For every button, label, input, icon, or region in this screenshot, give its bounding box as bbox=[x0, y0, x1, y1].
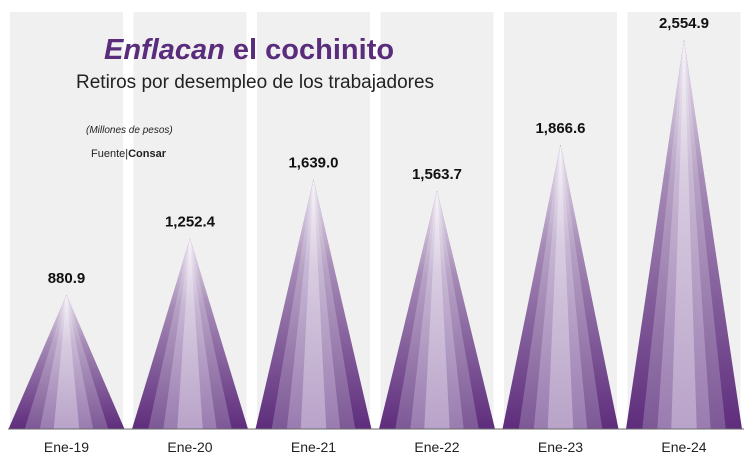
bar bbox=[379, 190, 495, 429]
bar bbox=[8, 294, 125, 429]
chart-title: Enflacan el cochinito bbox=[104, 34, 394, 66]
data-label: 1,563.7 bbox=[412, 166, 462, 183]
source-separator: | bbox=[125, 148, 129, 160]
x-tick-label: Ene-21 bbox=[291, 439, 336, 455]
data-label: 2,554.9 bbox=[659, 15, 709, 32]
units-note: (Millones de pesos) bbox=[86, 125, 173, 136]
data-label: 1,252.4 bbox=[165, 213, 216, 230]
bar bbox=[626, 40, 742, 429]
title-emphasis: Enflacan bbox=[104, 34, 225, 66]
data-labels: 880.9 1,252.4 1,639.0 1,563.7 1,866.6 2,554.9 bbox=[48, 15, 709, 287]
bar bbox=[132, 238, 248, 429]
chart-subtitle: Retiros por desempleo de los trabajadore… bbox=[76, 72, 435, 93]
title-rest: el cochinito bbox=[224, 34, 395, 66]
source-credit: Fuente|Consar bbox=[91, 148, 166, 160]
data-label: 1,639.0 bbox=[288, 154, 338, 171]
x-tick-label: Ene-19 bbox=[44, 439, 89, 455]
x-tick-label: Ene-23 bbox=[538, 439, 583, 455]
data-label: 1,866.6 bbox=[535, 120, 585, 137]
bar bbox=[255, 179, 372, 429]
source-label: Fuente bbox=[91, 148, 126, 160]
data-label: 880.9 bbox=[48, 270, 86, 287]
bar bbox=[502, 144, 619, 430]
x-tick-label: Ene-24 bbox=[661, 439, 706, 455]
x-tick-label: Ene-22 bbox=[414, 439, 459, 455]
bars bbox=[8, 40, 742, 430]
x-tick-label: Ene-20 bbox=[167, 439, 212, 455]
source-name: Consar bbox=[128, 148, 167, 160]
x-tick-labels: Ene-19 Ene-20 Ene-21 Ene-22 Ene-23 Ene-24 bbox=[44, 439, 707, 455]
